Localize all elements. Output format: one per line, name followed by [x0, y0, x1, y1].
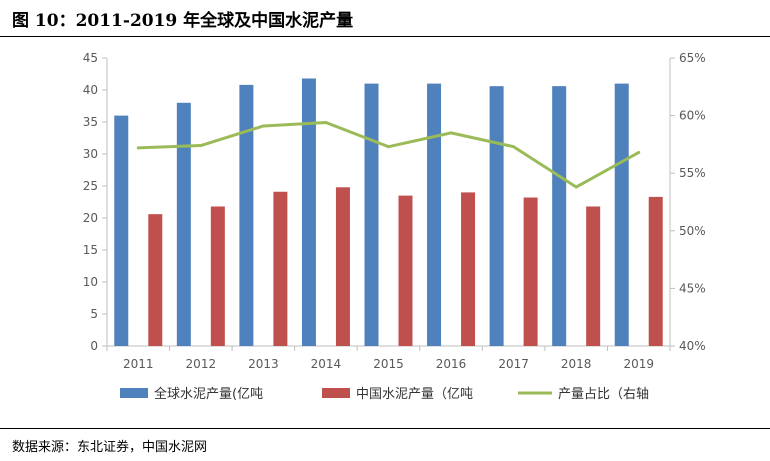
right-tick-label: 55% [679, 166, 706, 180]
share-point [574, 185, 578, 189]
share-point [449, 131, 453, 135]
x-tick-label: 2012 [186, 357, 217, 371]
global-output-bar [176, 102, 191, 346]
global-output-bar [552, 86, 567, 346]
x-tick-label: 2014 [311, 357, 342, 371]
share-point [512, 145, 516, 149]
right-tick-label: 60% [679, 109, 706, 123]
legend-label: 全球水泥产量(亿吨 [154, 386, 263, 402]
china-output-bar [523, 197, 538, 346]
x-tick-label: 2016 [436, 357, 467, 371]
source-note: 数据来源：东北证券，中国水泥网 [12, 440, 208, 455]
left-tick-label: 5 [90, 307, 98, 321]
global-output-bar [427, 83, 442, 346]
china-output-bar [273, 191, 288, 346]
x-tick-label: 2017 [498, 357, 529, 371]
title-divider [0, 36, 770, 37]
right-tick-label: 40% [679, 339, 706, 353]
global-output-bar [239, 84, 254, 346]
x-tick-label: 2019 [623, 357, 654, 371]
share-point [387, 145, 390, 149]
share-point [136, 146, 140, 150]
left-tick-label: 10 [83, 275, 98, 289]
right-tick-label: 65% [679, 51, 706, 65]
left-tick-label: 30 [83, 147, 98, 161]
china-output-bar [461, 192, 476, 346]
global-output-bar [489, 86, 504, 346]
china-output-bar [210, 206, 225, 346]
share-point [324, 121, 328, 125]
china-output-bar [148, 214, 163, 346]
legend-swatch [120, 388, 148, 398]
left-tick-label: 0 [90, 339, 98, 353]
china-output-bar [586, 206, 601, 346]
source-divider [0, 428, 770, 429]
share-point [199, 144, 203, 148]
x-tick-label: 2018 [561, 357, 592, 371]
left-tick-label: 20 [83, 211, 98, 225]
legend-label: 中国水泥产量（亿吨 [356, 387, 473, 402]
global-output-bar [114, 115, 129, 346]
left-tick-label: 35 [83, 115, 98, 129]
right-tick-label: 45% [679, 281, 706, 295]
x-tick-label: 2015 [373, 357, 404, 371]
left-tick-label: 15 [83, 243, 98, 257]
legend-swatch [322, 388, 350, 398]
left-tick-label: 40 [83, 83, 98, 97]
china-output-bar [648, 196, 663, 346]
china-output-bar [398, 195, 413, 346]
right-tick-label: 50% [679, 224, 706, 238]
left-tick-label: 25 [83, 179, 98, 193]
left-tick-label: 45 [83, 51, 98, 65]
chart: 0 5 10 15 20 25 30 35 40 45 40% 45% 50% 55% 60% 65% 201… [83, 51, 706, 402]
china-output-bar [335, 187, 350, 346]
global-output-bar [614, 83, 629, 346]
x-tick-label: 2011 [123, 357, 154, 371]
legend-label: 产量占比（右轴 [558, 387, 649, 402]
share-point [637, 150, 641, 154]
x-tick-label: 2013 [248, 357, 279, 371]
share-point [261, 124, 265, 128]
global-output-bar [301, 78, 316, 346]
figure-title: 图 10：2011-2019 年全球及中国水泥产量 [12, 11, 354, 31]
global-output-bar [364, 83, 379, 346]
